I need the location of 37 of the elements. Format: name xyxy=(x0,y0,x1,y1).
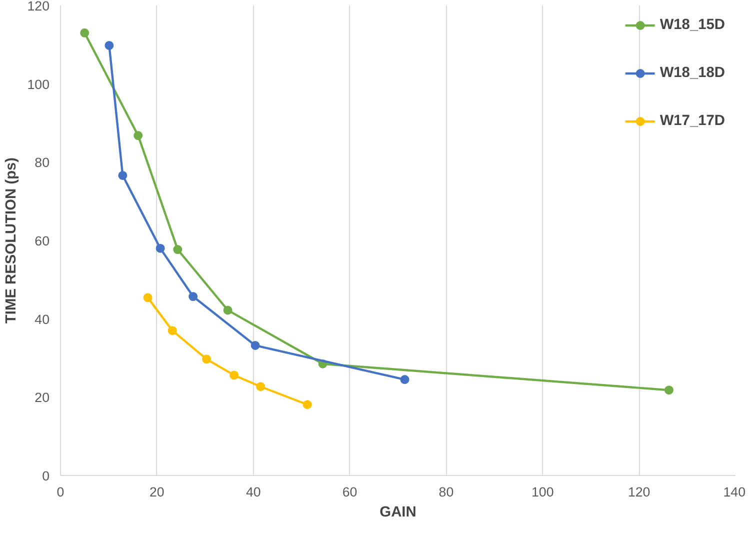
point xyxy=(250,340,260,350)
x-tick-label: 40 xyxy=(246,484,261,500)
legend-label: W17_17D xyxy=(660,113,725,129)
point xyxy=(223,306,232,315)
x-tick-label: 100 xyxy=(532,484,554,500)
x-tick-label: 140 xyxy=(723,484,746,500)
point xyxy=(302,400,312,410)
y-axis-title: TIME RESOLUTION (ps) xyxy=(3,157,20,324)
y-tick-label: 60 xyxy=(34,234,50,248)
y-tick-label: 40 xyxy=(34,312,50,327)
point xyxy=(256,382,266,392)
point xyxy=(156,244,165,253)
y-tick-label: 0 xyxy=(42,468,50,484)
x-tick-label: 80 xyxy=(438,484,454,500)
legend-label: W18_18D xyxy=(660,65,725,81)
y-tick-label: 20 xyxy=(34,390,50,406)
x-tick-label: 120 xyxy=(628,484,650,500)
y-tick-label: 100 xyxy=(27,76,50,92)
legend-label: W18_15D xyxy=(660,17,725,33)
point xyxy=(168,326,177,336)
point xyxy=(230,370,239,380)
point xyxy=(80,28,90,38)
point xyxy=(202,354,212,364)
point xyxy=(104,40,114,50)
point xyxy=(173,245,182,254)
point xyxy=(400,375,410,384)
point xyxy=(143,293,152,302)
point xyxy=(188,292,198,301)
point xyxy=(134,131,143,140)
point xyxy=(664,386,674,395)
y-tick-label: 80 xyxy=(34,155,50,170)
y-tick-label: 120 xyxy=(27,0,50,14)
x-tick-label: 0 xyxy=(56,484,64,500)
x-tick-label: 20 xyxy=(150,484,164,500)
point xyxy=(118,170,128,180)
x-axis-title: GAIN xyxy=(380,504,416,520)
x-tick-label: 60 xyxy=(342,484,358,500)
